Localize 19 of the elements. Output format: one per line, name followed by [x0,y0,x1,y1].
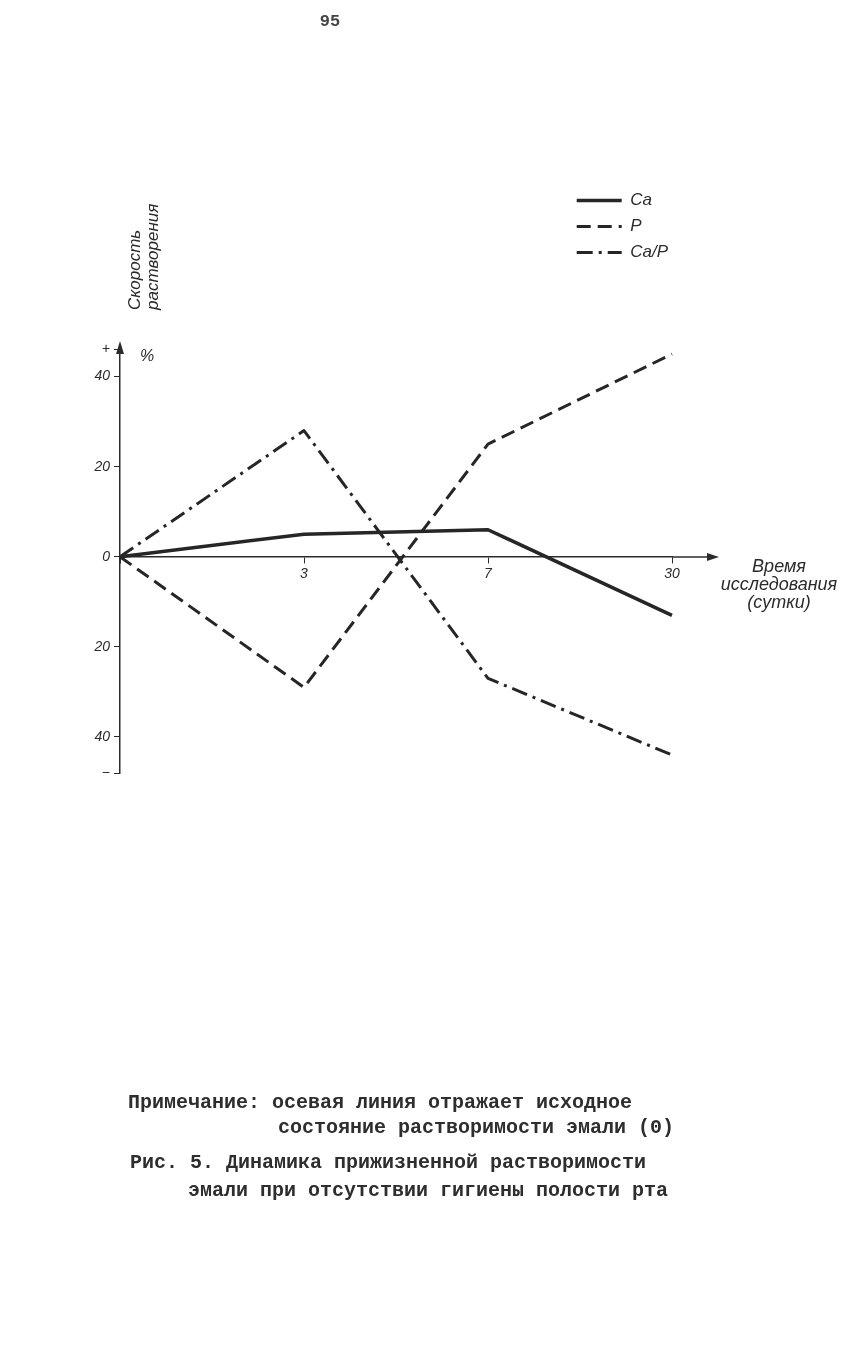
y-tick-label: 0 [102,547,111,564]
legend-label: P [630,216,643,236]
text: Рис. 5. Динамика прижизненной растворимости эмали при отсутствии гигиены полости рта [130,1150,670,1204]
y-tick-label: 40 [94,367,111,384]
text: 95 [318,12,342,31]
y-tick-label: 20 [93,457,111,474]
x-tick-label: 30 [664,565,680,582]
text: Примечание: осевая линия отражает исходное состояние растворимости эмали (0) [128,1090,676,1140]
legend-label: Ca [630,190,652,210]
y-tick-label: 40 [94,727,111,744]
annotation: % [140,347,155,365]
y-tick-label: + [101,340,110,357]
y-tick-label: − [101,763,110,780]
x-axis-title: Время исследования (сутки) [720,555,838,612]
x-tick-label: 7 [484,565,494,582]
x-tick-label: 3 [300,565,309,582]
legend-label: Ca/P [630,242,669,262]
y-axis-title: Скорость растворения [125,203,162,311]
y-tick-label: 20 [93,637,111,654]
